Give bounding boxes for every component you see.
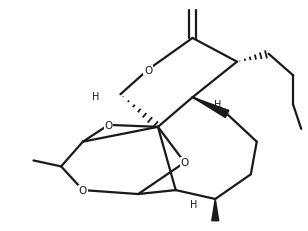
Text: O: O <box>180 158 189 168</box>
Text: H: H <box>92 92 99 102</box>
Text: H: H <box>213 100 221 110</box>
Polygon shape <box>192 98 229 118</box>
Polygon shape <box>212 199 219 221</box>
Text: O: O <box>144 65 152 75</box>
Text: H: H <box>190 199 197 209</box>
Text: O: O <box>79 185 87 195</box>
Text: O: O <box>104 120 113 130</box>
